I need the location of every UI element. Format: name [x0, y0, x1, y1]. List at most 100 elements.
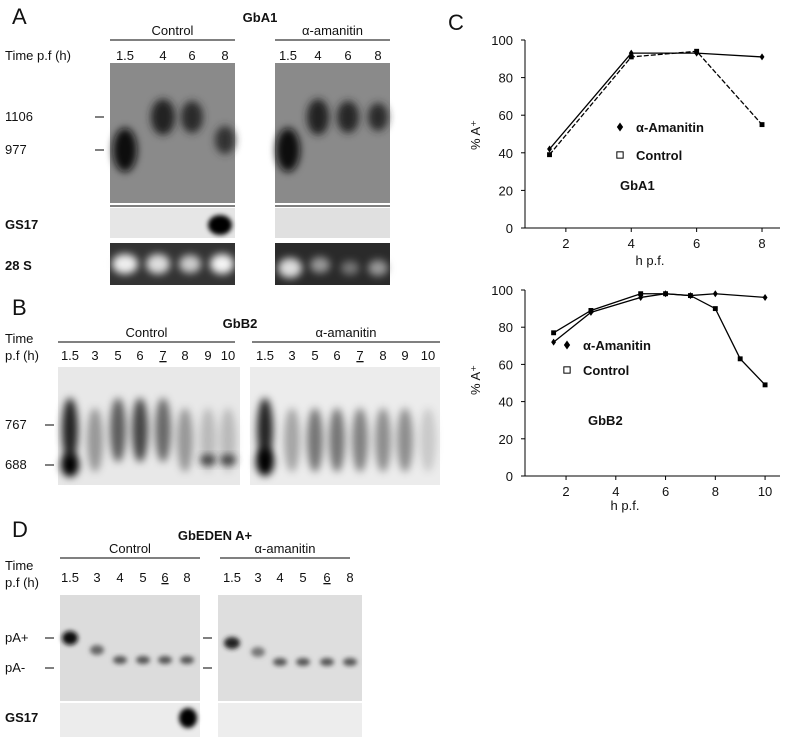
group-label: Control [152, 23, 194, 38]
lane-label: 5 [139, 570, 146, 585]
panel-letter: B [12, 295, 27, 320]
group-label: Control [109, 541, 151, 556]
x-tick-label: 8 [712, 484, 719, 499]
lane-label: 7 [356, 348, 363, 363]
gel-band [90, 645, 104, 655]
series-line [553, 293, 766, 386]
lane-label: 6 [188, 48, 195, 63]
gel-image [218, 595, 362, 701]
gel-band [113, 656, 127, 664]
gel-band [180, 656, 194, 664]
gel-band [208, 215, 232, 235]
lane-label: 3 [93, 570, 100, 585]
gel-band [110, 398, 126, 462]
gel-band [397, 408, 413, 472]
group-label: α-amanitin [302, 23, 363, 38]
lane-label: 4 [159, 48, 166, 63]
gel-band [257, 398, 273, 462]
size-marker: pA+ [5, 630, 29, 645]
gel-band [296, 658, 310, 666]
legend-symbol [563, 366, 571, 374]
gel-band [368, 260, 388, 276]
y-tick-label: 40 [499, 395, 513, 410]
gel-band [420, 408, 436, 472]
panel-title: GbEDEN A+ [178, 528, 253, 543]
gel-band [273, 658, 287, 666]
lane-label: 4 [116, 570, 123, 585]
lane-label: 9 [401, 348, 408, 363]
y-axis-label: % A⁺ [468, 365, 483, 395]
gel-band [320, 658, 334, 666]
gel-band [181, 101, 203, 133]
gel-band [62, 631, 78, 645]
lane-label: 8 [379, 348, 386, 363]
lane-label: 6 [344, 48, 351, 63]
gel-band [368, 103, 388, 131]
series-line [553, 293, 766, 343]
lane-label: 5 [299, 570, 306, 585]
y-tick-label: 40 [499, 146, 513, 161]
lane-label: 8 [181, 348, 188, 363]
lane-label: 1.5 [116, 48, 134, 63]
series-line [549, 50, 763, 156]
y-tick-label: 0 [506, 221, 513, 236]
group-label: α-amanitin [255, 541, 316, 556]
gel-band [224, 637, 240, 649]
x-tick-label: 10 [758, 484, 772, 499]
time-label: Time [5, 558, 33, 573]
y-tick-label: 80 [499, 320, 513, 335]
lane-label: 3 [91, 348, 98, 363]
data-point [588, 308, 594, 313]
y-tick-label: 20 [499, 183, 513, 198]
gel-band [341, 261, 359, 275]
gel-band [352, 408, 368, 472]
y-tick-label: 100 [491, 283, 513, 298]
panel-title: GbA1 [243, 10, 278, 25]
gel-band [210, 254, 234, 274]
x-tick-label: 2 [562, 236, 569, 251]
gel-band [61, 453, 79, 477]
x-tick-label: 4 [612, 484, 619, 499]
lane-label: 1.5 [61, 570, 79, 585]
gel-band [177, 408, 193, 472]
x-tick-label: 8 [758, 236, 765, 251]
gel-band [215, 126, 235, 154]
gel-band [251, 647, 265, 657]
gel-band [112, 254, 138, 274]
lane-label: 1.5 [279, 48, 297, 63]
time-label: p.f (h) [5, 348, 39, 363]
data-point [628, 54, 634, 60]
data-point [712, 290, 718, 298]
y-tick-label: 20 [499, 432, 513, 447]
data-point [762, 382, 768, 388]
gel-band [179, 255, 201, 273]
gel-band [276, 128, 300, 172]
gel-band [113, 128, 137, 172]
lane-label: 1.5 [61, 348, 79, 363]
gel-band [220, 455, 236, 465]
x-axis-label: h p.f. [611, 498, 640, 513]
data-point [759, 53, 765, 61]
series-line [549, 52, 763, 150]
lane-label: 7 [159, 348, 166, 363]
gel-band [375, 408, 391, 472]
gel-image [275, 208, 390, 238]
time-label: Time [5, 331, 33, 346]
chart-annotation: GbA1 [620, 178, 655, 193]
data-point [547, 152, 552, 158]
gel-band [256, 448, 274, 476]
gel-image [218, 703, 362, 737]
gel-band [329, 408, 345, 472]
gel-band [337, 101, 359, 133]
data-point [551, 338, 557, 346]
data-point [694, 48, 700, 54]
size-marker: 977 [5, 142, 27, 157]
lane-label: 8 [183, 570, 190, 585]
gel-band [307, 99, 329, 135]
y-tick-label: 80 [499, 71, 513, 86]
legend-label: Control [583, 363, 629, 378]
gel-band [87, 408, 103, 472]
lane-label: 5 [311, 348, 318, 363]
strip-label: 28 S [5, 258, 32, 273]
lane-label: 4 [276, 570, 283, 585]
